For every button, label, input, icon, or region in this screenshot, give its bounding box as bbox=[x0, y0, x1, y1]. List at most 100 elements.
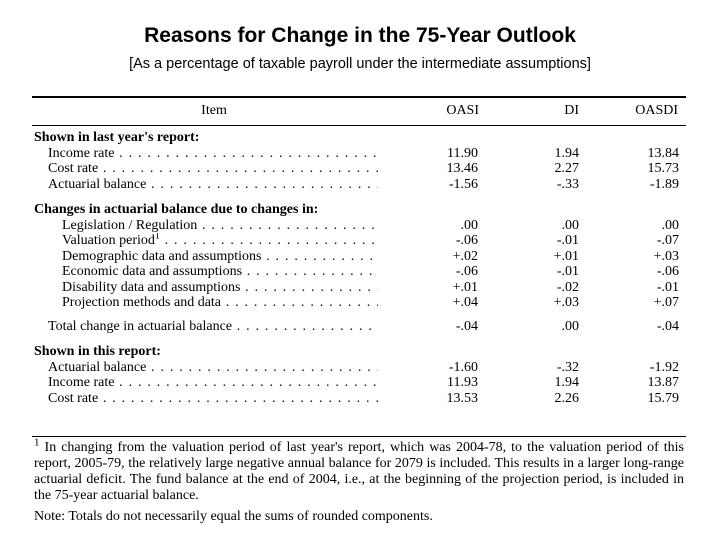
header-di: DI bbox=[564, 103, 579, 118]
cell-oasdi: 15.79 bbox=[647, 390, 680, 406]
cell-oasdi: -1.89 bbox=[649, 176, 679, 192]
cell-oasi: 11.93 bbox=[447, 375, 478, 390]
row-label-text: Cost rate bbox=[48, 390, 99, 406]
row-label: Valuation period1 . . . . . . . . . . . … bbox=[34, 233, 378, 249]
row-label-text: Demographic data and assumptions bbox=[62, 248, 262, 264]
cell-oasi: -1.56 bbox=[448, 176, 478, 192]
row-label-text: Economic data and assumptions bbox=[62, 264, 243, 279]
table-top-rule bbox=[32, 96, 686, 98]
cell-oasdi: -.06 bbox=[656, 264, 679, 279]
row-label: Economic data and assumptions . . . . . … bbox=[62, 264, 378, 279]
cell-oasdi: +.07 bbox=[653, 295, 679, 310]
section-heading-text: Changes in actuarial balance due to chan… bbox=[34, 202, 319, 217]
row-label: Actuarial balance . . . . . . . . . . . … bbox=[48, 176, 378, 192]
header-oasdi: OASDI bbox=[635, 103, 678, 118]
cell-oasi: .00 bbox=[460, 217, 479, 233]
footnote-text: In changing from the valuation period of… bbox=[34, 440, 685, 503]
cell-di: -.01 bbox=[556, 264, 579, 279]
page-subtitle: [As a percentage of taxable payroll unde… bbox=[129, 56, 591, 72]
cell-di: -.02 bbox=[556, 279, 579, 295]
cell-oasi: -1.60 bbox=[448, 359, 478, 375]
cell-oasdi: 13.84 bbox=[647, 145, 680, 161]
row-label: Total change in actuarial balance . . . … bbox=[48, 318, 378, 334]
row-label-text: Cost rate bbox=[48, 161, 99, 176]
row-label: Actuarial balance . . . . . . . . . . . … bbox=[48, 359, 378, 375]
cell-oasi: 13.46 bbox=[446, 161, 479, 176]
footnote-mark: 1 bbox=[34, 436, 40, 449]
cell-oasi: +.04 bbox=[452, 295, 478, 310]
row-label-text: Total change in actuarial balance bbox=[48, 318, 233, 334]
table-body: Shown in last year's report: Income rate … bbox=[34, 130, 684, 406]
row-label-text: Projection methods and data bbox=[62, 295, 222, 310]
row-label: Income rate . . . . . . . . . . . . . . … bbox=[48, 375, 378, 390]
cell-di: .00 bbox=[561, 217, 580, 233]
row-label: Income rate . . . . . . . . . . . . . . … bbox=[48, 145, 378, 161]
row-label-text: Legislation / Regulation bbox=[62, 217, 198, 233]
row-label: Projection methods and data . . . . . . … bbox=[62, 295, 378, 310]
section-heading: Changes in actuarial balance due to chan… bbox=[34, 202, 684, 218]
footnote-ref: 1 bbox=[154, 233, 160, 242]
table-row: Projection methods and data . . . . . . … bbox=[34, 295, 684, 311]
row-label: Legislation / Regulation . . . . . . . .… bbox=[62, 217, 378, 233]
cell-oasi: 11.90 bbox=[447, 145, 478, 161]
footnote: 1 In changing from the valuation period … bbox=[34, 437, 685, 504]
table-row: Disability data and assumptions . . . . … bbox=[34, 280, 684, 296]
section-heading-text: Shown in this report: bbox=[34, 344, 161, 359]
cell-oasdi: 13.87 bbox=[647, 375, 680, 390]
cell-oasdi: 15.73 bbox=[647, 161, 680, 176]
row-label-text: Valuation period bbox=[62, 233, 155, 248]
table-row: Legislation / Regulation . . . . . . . .… bbox=[34, 218, 684, 234]
header-bottom-rule bbox=[32, 125, 686, 126]
cell-oasi: -.04 bbox=[455, 318, 478, 334]
cell-di: -.01 bbox=[556, 233, 579, 248]
table-row: Economic data and assumptions . . . . . … bbox=[34, 264, 684, 280]
cell-di: .00 bbox=[561, 318, 580, 334]
row-label: Demographic data and assumptions . . . .… bbox=[62, 248, 378, 264]
cell-di: 2.26 bbox=[554, 390, 580, 406]
header-oasi: OASI bbox=[446, 103, 479, 118]
page-title: Reasons for Change in the 75-Year Outloo… bbox=[144, 24, 576, 47]
totals-note: Note: Totals do not necessarily equal th… bbox=[34, 509, 433, 524]
cell-di: +.03 bbox=[553, 295, 579, 310]
change-table: Item OASI DI OASDI Shown in last year's … bbox=[34, 100, 684, 406]
cell-di: 2.27 bbox=[554, 161, 580, 176]
row-label-text: Disability data and assumptions bbox=[62, 279, 241, 295]
table-row: Actuarial balance . . . . . . . . . . . … bbox=[34, 177, 684, 193]
table-row: Cost rate . . . . . . . . . . . . . . . … bbox=[34, 391, 684, 407]
cell-di: 1.94 bbox=[554, 145, 580, 161]
cell-oasdi: .00 bbox=[661, 217, 680, 233]
table-bottom-rule bbox=[32, 436, 686, 437]
row-label-text: Income rate bbox=[48, 375, 115, 390]
section-heading: Shown in last year's report: bbox=[34, 130, 684, 146]
cell-oasi: +.01 bbox=[452, 279, 478, 295]
section-heading: Shown in this report: bbox=[34, 344, 684, 360]
table-row: Valuation period1 . . . . . . . . . . . … bbox=[34, 233, 684, 249]
cell-oasdi: -1.92 bbox=[649, 359, 679, 375]
cell-di: -.33 bbox=[556, 176, 579, 192]
table-row: Demographic data and assumptions . . . .… bbox=[34, 249, 684, 265]
cell-di: -.32 bbox=[556, 359, 579, 375]
cell-di: 1.94 bbox=[554, 375, 580, 390]
row-label-text: Income rate bbox=[48, 145, 115, 161]
row-label: Cost rate . . . . . . . . . . . . . . . … bbox=[48, 161, 378, 176]
row-label: Cost rate . . . . . . . . . . . . . . . … bbox=[48, 390, 378, 406]
cell-oasi: -.06 bbox=[455, 264, 478, 279]
cell-oasdi: -.01 bbox=[656, 279, 679, 295]
row-label-text: Actuarial balance bbox=[48, 176, 147, 192]
row-label-text: Actuarial balance bbox=[48, 359, 147, 375]
header-item: Item bbox=[201, 103, 227, 118]
cell-oasi: 13.53 bbox=[446, 390, 479, 406]
table-row: Actuarial balance . . . . . . . . . . . … bbox=[34, 360, 684, 376]
table-header-row: Item OASI DI OASDI bbox=[34, 100, 684, 122]
total-row: Total change in actuarial balance . . . … bbox=[34, 319, 684, 335]
cell-oasdi: -.04 bbox=[656, 318, 679, 334]
cell-oasdi: -.07 bbox=[656, 233, 679, 248]
cell-oasi: -.06 bbox=[455, 233, 478, 248]
cell-oasi: +.02 bbox=[452, 248, 478, 264]
table-row: Income rate . . . . . . . . . . . . . . … bbox=[34, 146, 684, 162]
row-label: Disability data and assumptions . . . . … bbox=[62, 279, 378, 295]
cell-di: +.01 bbox=[553, 248, 579, 264]
section-heading-text: Shown in last year's report: bbox=[34, 130, 200, 145]
table-row: Cost rate . . . . . . . . . . . . . . . … bbox=[34, 161, 684, 177]
cell-oasdi: +.03 bbox=[653, 248, 679, 264]
